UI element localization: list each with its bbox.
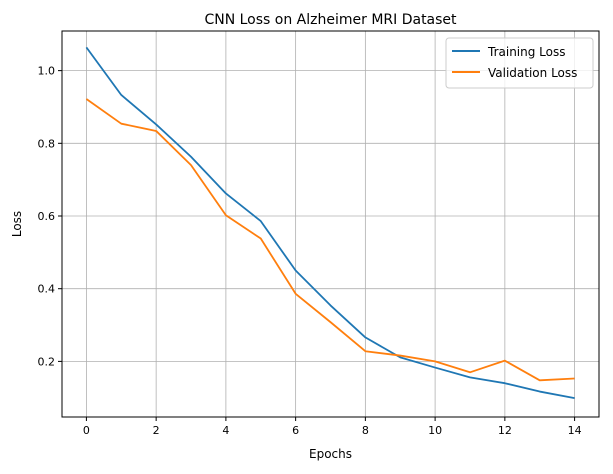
- ticks: 0 2 4 6 8 10 12 14 0.2 0.4 0.6 0.8 1.0: [38, 65, 582, 437]
- legend: Training Loss Validation Loss: [445, 37, 594, 89]
- y-tick-label: 0.8: [38, 137, 56, 150]
- series-line-training: [85, 46, 575, 399]
- legend-box: [445, 37, 594, 89]
- legend-label-training: Training Loss: [487, 45, 565, 59]
- x-tick-label: 2: [153, 424, 160, 437]
- x-tick-label: 4: [222, 424, 229, 437]
- x-tick-label: 0: [83, 424, 90, 437]
- x-tick-label: 10: [428, 424, 442, 437]
- x-tick-label: 6: [292, 424, 299, 437]
- legend-label-validation: Validation Loss: [488, 66, 577, 80]
- y-tick-label: 0.6: [38, 210, 56, 223]
- series-line-validation: [85, 98, 575, 382]
- y-tick-label: 0.4: [38, 283, 56, 296]
- x-tick-label: 14: [568, 424, 582, 437]
- series-lines: [85, 46, 575, 399]
- x-tick-label: 8: [362, 424, 369, 437]
- y-tick-label: 0.2: [38, 355, 56, 368]
- y-axis-label: Loss: [10, 211, 24, 237]
- x-axis-label: Epochs: [309, 447, 352, 461]
- chart-title: CNN Loss on Alzheimer MRI Dataset: [204, 12, 457, 28]
- plot-frame: [61, 30, 600, 418]
- y-tick-label: 1.0: [38, 65, 56, 78]
- grid: [62, 31, 599, 417]
- x-tick-label: 12: [498, 424, 512, 437]
